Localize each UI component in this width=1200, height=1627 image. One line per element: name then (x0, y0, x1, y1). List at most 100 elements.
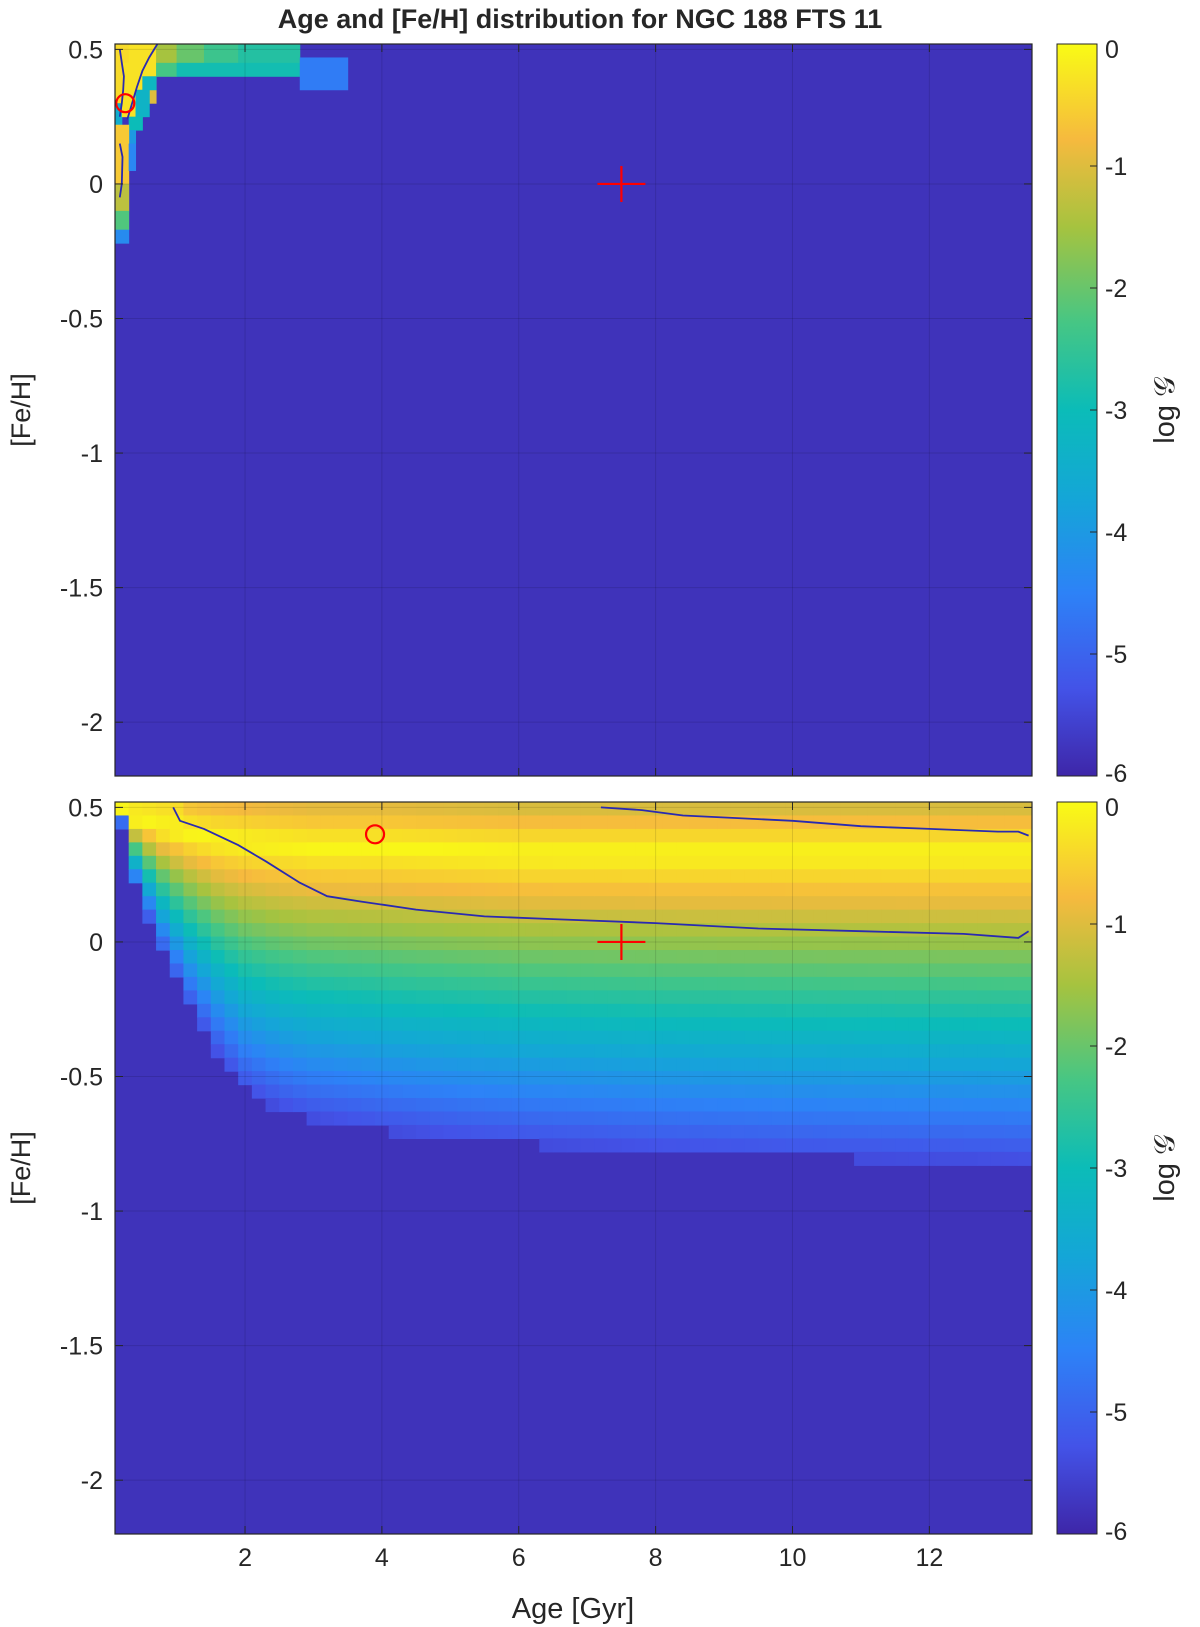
bottom-heatmap-cell (594, 1071, 609, 1086)
bottom-colorbar-tick-label: -6 (1105, 1518, 1127, 1546)
bottom-heatmap-cell (990, 896, 1006, 911)
bottom-heatmap-cell (908, 855, 924, 870)
bottom-heatmap-cell (635, 1057, 650, 1072)
bottom-heatmap-cell (594, 1124, 609, 1139)
bottom-heatmap-cell (703, 828, 718, 843)
bottom-heatmap-cell (662, 909, 677, 924)
bottom-heatmap-cell (347, 1057, 362, 1072)
bottom-heatmap-cell (744, 1124, 759, 1139)
bottom-heatmap-cell (169, 896, 185, 911)
bottom-heatmap-cell (771, 1111, 787, 1126)
bottom-heatmap-cell (730, 909, 746, 924)
bottom-heatmap-cell (333, 1044, 349, 1059)
bottom-heatmap-cell (881, 842, 896, 857)
bottom-heatmap-cell (416, 976, 431, 991)
bottom-heatmap-cell (470, 1084, 486, 1099)
bottom-axes-frame (114, 801, 1033, 1535)
bottom-heatmap-cell (388, 1084, 404, 1099)
bottom-heatmap-cell (566, 896, 581, 911)
bottom-heatmap-cell (594, 869, 609, 884)
bottom-heatmap-cell (826, 882, 841, 897)
bottom-heatmap-cell (1004, 1044, 1019, 1059)
bottom-heatmap-cell (717, 1044, 732, 1059)
bottom-heatmap-cell (881, 882, 896, 897)
bottom-heatmap-cell (552, 1003, 568, 1018)
bottom-heatmap-cell (566, 828, 581, 843)
bottom-heatmap-cell (470, 950, 486, 965)
bottom-heatmap-cell (347, 976, 362, 991)
bottom-heatmap-cell (990, 1030, 1006, 1045)
bottom-heatmap-cell (388, 828, 404, 843)
bottom-heatmap-cell (635, 1124, 650, 1139)
bottom-heatmap-cell (799, 869, 814, 884)
bottom-heatmap-cell (183, 909, 198, 924)
bottom-heatmap-cell (730, 1138, 746, 1153)
bottom-heatmap-cell (292, 1071, 308, 1086)
bottom-heatmap-cell (375, 1003, 390, 1018)
bottom-heatmap-cell (320, 950, 335, 965)
bottom-heatmap-cell (224, 828, 239, 843)
bottom-heatmap-cell (1004, 815, 1019, 830)
bottom-heatmap-cell (840, 909, 855, 924)
bottom-heatmap-cell (306, 828, 321, 843)
bottom-heatmap-cell (306, 869, 321, 884)
bottom-heatmap-cell (402, 842, 417, 857)
bottom-heatmap-cell (840, 802, 855, 817)
bottom-heatmap-cell (703, 1003, 718, 1018)
bottom-heatmap-cell (785, 1111, 800, 1126)
bottom-heatmap-cell (703, 815, 718, 830)
bottom-heatmap-cell (457, 1071, 472, 1086)
bottom-heatmap-cell (388, 963, 404, 978)
bottom-heatmap-cell (320, 963, 335, 978)
bottom-heatmap-cell (402, 815, 417, 830)
bottom-heatmap-cell (539, 1098, 554, 1113)
bottom-heatmap-cell (457, 923, 472, 938)
bottom-heatmap-cell (265, 950, 280, 965)
bottom-heatmap-cell (320, 909, 335, 924)
bottom-heatmap-cell (443, 936, 458, 951)
bottom-heatmap-cell (580, 1044, 595, 1059)
bottom-heatmap-cell (402, 1124, 417, 1139)
bottom-heatmap-cell (840, 1003, 855, 1018)
top-colorbar-tick-label: -6 (1105, 760, 1127, 788)
bottom-ytick-label: 0.5 (68, 794, 103, 822)
bottom-heatmap-cell (785, 1044, 800, 1059)
bottom-heatmap-cell (758, 909, 773, 924)
bottom-heatmap-cell (895, 828, 910, 843)
bottom-heatmap-cell (183, 842, 198, 857)
top-heatmap-cell (115, 210, 130, 231)
bottom-heatmap-cell (607, 869, 623, 884)
top-heatmap-cell (128, 116, 143, 131)
bottom-heatmap-cell (744, 936, 759, 951)
bottom-heatmap-cell (224, 855, 239, 870)
figure-title: Age and [Fe/H] distribution for NGC 188 … (278, 4, 883, 34)
bottom-heatmap-cell (197, 842, 212, 857)
bottom-heatmap-cell (758, 1003, 773, 1018)
bottom-xtick-label: 4 (375, 1544, 389, 1572)
bottom-heatmap-cell (936, 1057, 951, 1072)
bottom-heatmap-cell (498, 1071, 513, 1086)
bottom-heatmap-cell (1018, 1111, 1032, 1126)
bottom-heatmap-cell (388, 950, 404, 965)
top-ytick-label: -1 (81, 440, 103, 468)
bottom-heatmap-cell (607, 1044, 623, 1059)
bottom-heatmap-cell (224, 869, 239, 884)
bottom-heatmap-cell (758, 869, 773, 884)
bottom-heatmap-cell (539, 1017, 554, 1032)
bottom-heatmap-cell (840, 1124, 855, 1139)
bottom-heatmap-cell (963, 976, 978, 991)
bottom-heatmap-cell (963, 882, 978, 897)
bottom-heatmap-cell (881, 1084, 896, 1099)
bottom-heatmap-cell (813, 802, 828, 817)
bottom-heatmap-cell (594, 923, 609, 938)
bottom-heatmap-cell (511, 1030, 527, 1045)
bottom-heatmap-cell (594, 815, 609, 830)
bottom-heatmap-cell (648, 896, 664, 911)
bottom-heatmap-cell (402, 802, 417, 817)
bottom-heatmap-cell (799, 1057, 814, 1072)
bottom-heatmap-cell (265, 815, 280, 830)
bottom-heatmap-cell (416, 1030, 431, 1045)
bottom-heatmap-cell (279, 855, 294, 870)
bottom-heatmap-cell (224, 802, 239, 817)
bottom-heatmap-cell (402, 882, 417, 897)
